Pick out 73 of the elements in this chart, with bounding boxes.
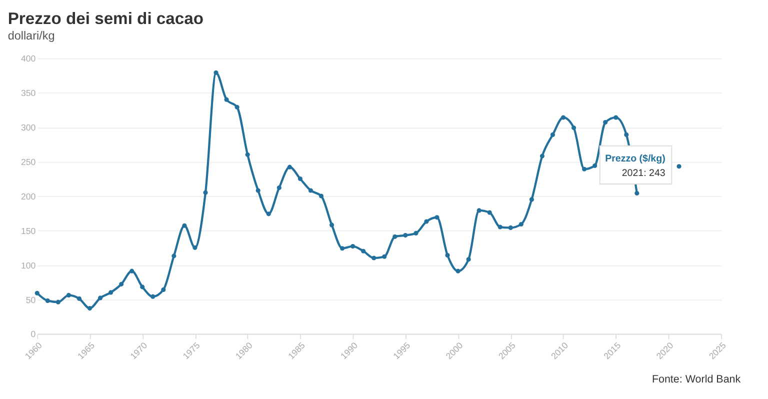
y-tick-label: 300 (21, 122, 36, 133)
point (161, 287, 166, 292)
point (172, 254, 176, 258)
point (634, 190, 640, 196)
point (603, 120, 608, 125)
point (234, 104, 240, 110)
point (108, 290, 114, 295)
point (560, 115, 566, 120)
point (130, 268, 134, 274)
point (676, 164, 682, 169)
point (34, 290, 40, 296)
annotation: 2021: 243 (622, 168, 666, 180)
point (466, 257, 471, 262)
y-tick-label: 100 (21, 260, 36, 270)
annotation: Prezzo ($/kg) (605, 154, 666, 165)
point (403, 232, 408, 238)
point (245, 152, 250, 157)
point (350, 244, 356, 249)
point (340, 246, 345, 251)
point (414, 230, 418, 236)
point (392, 234, 398, 239)
point (182, 223, 187, 228)
source-note: Fonte: World Bank (652, 374, 742, 386)
point (56, 300, 60, 304)
chart-title: Prezzo dei semi di cacao (8, 9, 204, 28)
point (308, 188, 314, 193)
point (150, 294, 156, 299)
point (550, 132, 556, 137)
point (329, 222, 334, 228)
point (529, 197, 534, 202)
point (276, 185, 282, 190)
point (256, 188, 260, 193)
point (382, 254, 387, 259)
y-tick-label: 200 (21, 191, 36, 202)
point (119, 282, 124, 286)
point (540, 154, 545, 158)
point (203, 190, 208, 195)
point (487, 210, 492, 215)
point (140, 284, 145, 290)
point (76, 296, 82, 301)
point (445, 252, 450, 258)
point (287, 164, 292, 170)
point (456, 268, 460, 274)
point (372, 256, 376, 260)
point (582, 166, 587, 172)
point (518, 222, 524, 227)
point (298, 176, 302, 182)
y-tick-label: 50 (26, 294, 36, 305)
point (476, 208, 482, 213)
point (571, 126, 576, 130)
point (361, 248, 366, 254)
y-tick-label: 350 (21, 88, 36, 98)
y-tick-label: 250 (21, 156, 36, 167)
point (508, 225, 513, 230)
y-tick-label: 0 (30, 329, 36, 340)
chart-subtitle: dollari/kg (8, 30, 55, 43)
point (624, 132, 629, 137)
y-tick-label: 400 (21, 54, 36, 64)
point (66, 292, 71, 298)
point (45, 298, 50, 304)
point (424, 219, 429, 224)
point (614, 115, 618, 120)
point (266, 212, 271, 216)
point (98, 296, 103, 300)
point (192, 245, 198, 250)
y-tick-label: 150 (21, 226, 36, 236)
point (498, 224, 502, 230)
point (224, 97, 229, 102)
point (87, 306, 92, 311)
point (214, 70, 218, 75)
point (434, 215, 440, 220)
point (592, 163, 598, 168)
point (318, 194, 324, 198)
